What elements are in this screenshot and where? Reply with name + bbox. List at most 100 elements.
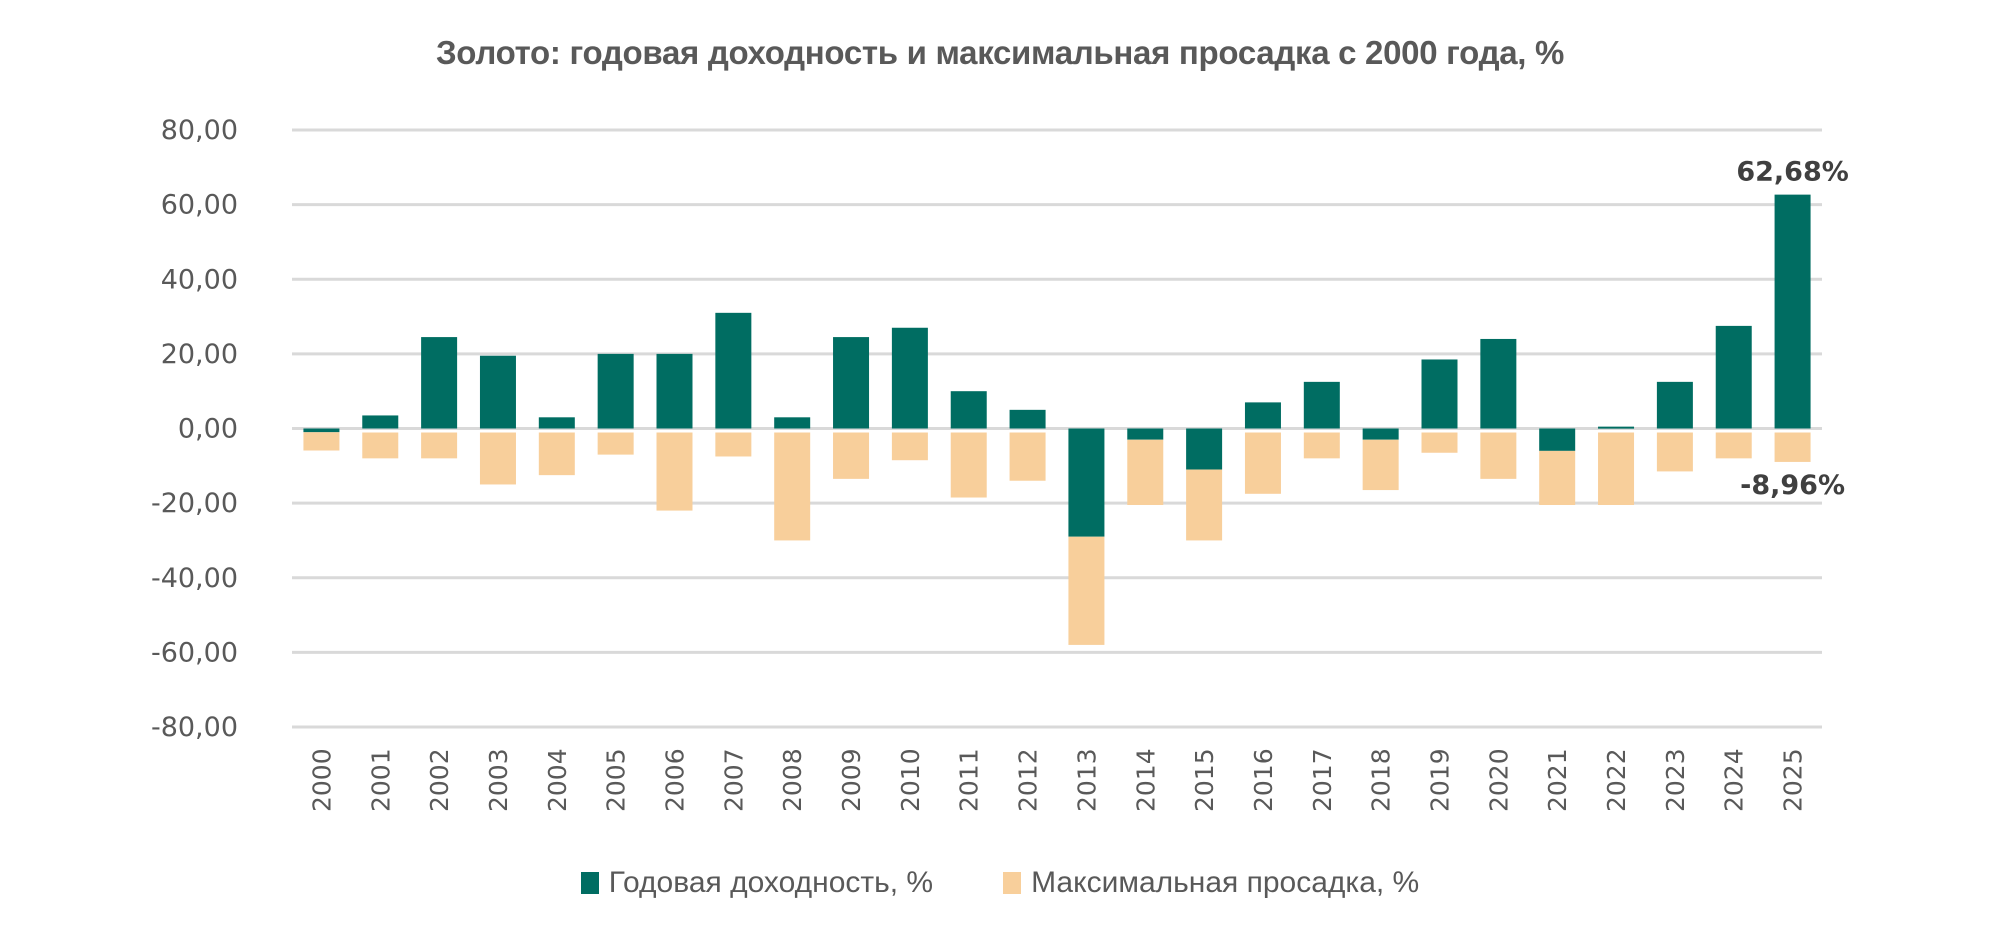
y-tick-label: 80,00 bbox=[161, 115, 238, 146]
bar-annual-return-2022 bbox=[1598, 426, 1635, 429]
x-tick-label: 2007 bbox=[719, 748, 748, 812]
bar-annual-return-2023 bbox=[1656, 381, 1693, 429]
x-tick-label: 2023 bbox=[1661, 748, 1690, 812]
bar-max-drawdown-2002 bbox=[421, 432, 458, 459]
y-tick-label: 60,00 bbox=[161, 190, 238, 221]
bar-max-drawdown-2014 bbox=[1127, 439, 1164, 505]
y-tick-label: -60,00 bbox=[151, 637, 238, 668]
x-tick-label: 2015 bbox=[1190, 748, 1219, 812]
x-tick-label: 2017 bbox=[1308, 748, 1337, 812]
gridlines bbox=[292, 128, 1822, 729]
legend-label-max-drawdown: Максимальная просадка, % bbox=[1031, 866, 1420, 899]
bar-max-drawdown-2007 bbox=[715, 432, 752, 457]
x-tick-label: 2010 bbox=[896, 748, 925, 812]
bar-max-drawdown-2015 bbox=[1186, 469, 1223, 541]
bar-max-drawdown-2016 bbox=[1244, 432, 1281, 494]
bar-annual-return-2020 bbox=[1480, 338, 1517, 429]
bar-max-drawdown-2000 bbox=[303, 432, 340, 451]
bar-max-drawdown-2010 bbox=[891, 432, 928, 461]
x-tick-label: 2012 bbox=[1014, 748, 1043, 812]
bar-max-drawdown-2003 bbox=[479, 432, 516, 485]
x-tick-label: 2003 bbox=[484, 748, 513, 812]
x-tick-label: 2014 bbox=[1131, 748, 1160, 812]
x-tick-label: 2021 bbox=[1543, 748, 1572, 812]
y-tick-label: 0,00 bbox=[178, 414, 238, 445]
x-tick-label: 2024 bbox=[1720, 748, 1749, 812]
bar-annual-return-2001 bbox=[362, 415, 399, 429]
x-tick-label: 2004 bbox=[543, 748, 572, 812]
x-tick-label: 2006 bbox=[661, 748, 690, 812]
bar-annual-return-2013 bbox=[1068, 428, 1105, 537]
bar-max-drawdown-2001 bbox=[362, 432, 399, 459]
bar-max-drawdown-2020 bbox=[1480, 432, 1517, 479]
bar-annual-return-2021 bbox=[1539, 428, 1576, 451]
bar-annual-return-2007 bbox=[715, 312, 752, 429]
data-labels: 62,68% -8,96% bbox=[1736, 157, 1848, 501]
legend-label-annual-return: Годовая доходность, % bbox=[608, 866, 934, 899]
bar-annual-return-2012 bbox=[1009, 409, 1046, 429]
bar-max-drawdown-2018 bbox=[1362, 439, 1399, 491]
bar-max-drawdown-2012 bbox=[1009, 432, 1046, 481]
bar-max-drawdown-2023 bbox=[1656, 432, 1693, 472]
legend: Годовая доходность, % Максимальная проса… bbox=[0, 866, 2000, 900]
x-tick-label: 2001 bbox=[366, 748, 395, 812]
x-tick-label: 2016 bbox=[1249, 748, 1278, 812]
bar-annual-return-2018 bbox=[1362, 428, 1399, 440]
bar-max-drawdown-2006 bbox=[656, 432, 693, 511]
bar-annual-return-2008 bbox=[774, 417, 811, 429]
legend-swatch-annual-return bbox=[580, 872, 599, 894]
bar-max-drawdown-2025 bbox=[1774, 432, 1811, 462]
bar-annual-return-2004 bbox=[538, 417, 575, 429]
bar-annual-return-2025 bbox=[1774, 194, 1811, 429]
bar-max-drawdown-2008 bbox=[774, 432, 811, 541]
x-tick-label: 2018 bbox=[1367, 748, 1396, 812]
bar-max-drawdown-2022 bbox=[1598, 432, 1635, 505]
x-tick-label: 2005 bbox=[602, 748, 631, 812]
bar-annual-return-2011 bbox=[950, 391, 987, 429]
bar-max-drawdown-2017 bbox=[1303, 432, 1340, 459]
bar-annual-return-2000 bbox=[303, 428, 340, 433]
legend-item-annual-return: Годовая доходность, % bbox=[580, 866, 934, 900]
bar-max-drawdown-2019 bbox=[1421, 432, 1458, 453]
x-tick-label: 2009 bbox=[837, 748, 866, 812]
legend-item-max-drawdown: Максимальная просадка, % bbox=[1003, 866, 1419, 900]
bar-annual-return-2019 bbox=[1421, 359, 1458, 429]
bars bbox=[303, 194, 1811, 645]
chart-title: Золото: годовая доходность и максимальна… bbox=[435, 34, 1565, 71]
bar-annual-return-2006 bbox=[656, 353, 693, 429]
y-tick-label: -40,00 bbox=[151, 563, 238, 594]
x-axis-ticks: 2000 2001 2002 2003 2004 2005 2006 2007 2008 2009… bbox=[307, 748, 1807, 812]
x-tick-label: 2013 bbox=[1072, 748, 1101, 812]
bar-annual-return-2014 bbox=[1127, 428, 1164, 440]
bar-max-drawdown-2013 bbox=[1068, 536, 1105, 645]
y-tick-label: 40,00 bbox=[161, 264, 238, 295]
bar-annual-return-2005 bbox=[597, 353, 634, 429]
bar-annual-return-2003 bbox=[479, 355, 516, 429]
x-tick-label: 2019 bbox=[1426, 748, 1455, 812]
bar-annual-return-2024 bbox=[1715, 325, 1752, 429]
x-tick-label: 2002 bbox=[425, 748, 454, 812]
bar-max-drawdown-2005 bbox=[597, 432, 634, 455]
bar-annual-return-2016 bbox=[1244, 402, 1281, 429]
bar-annual-return-2015 bbox=[1186, 428, 1223, 470]
x-tick-label: 2008 bbox=[778, 748, 807, 812]
data-label-2025-drawdown: -8,96% bbox=[1740, 470, 1845, 501]
y-tick-label: -20,00 bbox=[151, 488, 238, 519]
bar-max-drawdown-2011 bbox=[950, 432, 987, 498]
bar-annual-return-2017 bbox=[1303, 381, 1340, 429]
bar-annual-return-2010 bbox=[891, 327, 928, 429]
legend-swatch-max-drawdown bbox=[1003, 872, 1022, 894]
x-tick-label: 2011 bbox=[955, 748, 984, 812]
y-tick-label: -80,00 bbox=[151, 712, 238, 743]
y-tick-label: 20,00 bbox=[161, 339, 238, 370]
x-tick-label: 2020 bbox=[1484, 748, 1513, 812]
bar-max-drawdown-2024 bbox=[1715, 432, 1752, 459]
x-tick-label: 2000 bbox=[307, 748, 336, 812]
bar-annual-return-2009 bbox=[833, 337, 870, 429]
bar-annual-return-2002 bbox=[421, 337, 458, 429]
x-tick-label: 2025 bbox=[1779, 748, 1808, 812]
bar-max-drawdown-2004 bbox=[538, 432, 575, 476]
x-tick-label: 2022 bbox=[1602, 748, 1631, 812]
y-axis-ticks: 80,00 60,00 40,00 20,00 0,00 -20,00 -40,00 -60,… bbox=[151, 115, 238, 743]
